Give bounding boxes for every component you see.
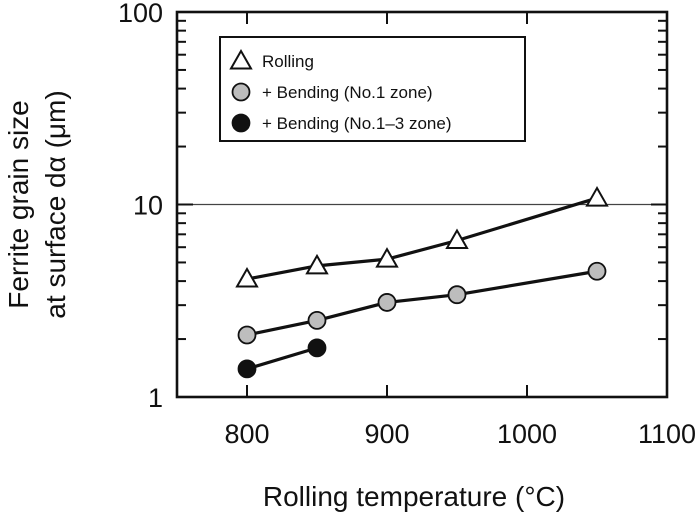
legend-label-3: + Bending (No.1–3 zone) xyxy=(262,114,452,133)
y-tick-label: 1 xyxy=(148,383,163,413)
data-point-series-2 xyxy=(447,285,467,305)
data-point-series-3 xyxy=(237,359,257,379)
series-line-1 xyxy=(246,196,598,281)
legend-label-2: + Bending (No.1 zone) xyxy=(262,83,433,102)
series-line-3 xyxy=(246,346,318,371)
y-axis-title-line: at surface dα (μm) xyxy=(40,90,71,318)
x-tick-label: 1100 xyxy=(638,419,696,449)
data-point-series-2 xyxy=(307,310,327,330)
x-tick-label: 900 xyxy=(364,419,409,449)
x-tick-label: 800 xyxy=(224,419,269,449)
y-tick-label: 100 xyxy=(118,0,163,28)
data-point-series-3 xyxy=(307,338,327,358)
series-line-2 xyxy=(246,269,598,337)
data-point-series-1 xyxy=(375,247,399,268)
legend-marker-3 xyxy=(231,113,251,133)
y-axis-title-line: Ferrite grain size xyxy=(3,100,34,309)
x-axis-title: Rolling temperature (°C) xyxy=(263,481,565,512)
legend-label-1: Rolling xyxy=(262,52,314,71)
legend-marker-1 xyxy=(229,48,253,70)
data-point-series-1 xyxy=(585,186,609,207)
legend-marker-2 xyxy=(231,82,251,102)
data-point-series-1 xyxy=(305,253,329,275)
legend-box xyxy=(219,36,526,142)
data-point-series-2 xyxy=(587,261,607,281)
x-tick-label: 1000 xyxy=(497,419,557,449)
y-tick-label: 10 xyxy=(133,191,163,221)
data-point-series-2 xyxy=(377,293,397,312)
data-point-series-2 xyxy=(237,325,257,345)
data-point-series-1 xyxy=(445,228,469,250)
data-point-series-1 xyxy=(235,267,259,288)
